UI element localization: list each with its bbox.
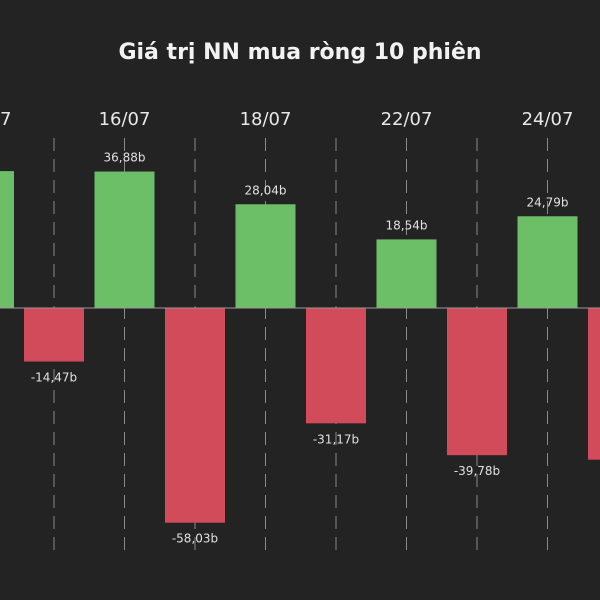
data-label: -39,78b [454, 464, 500, 478]
data-label: -31,17b [313, 432, 359, 446]
bar-negative [24, 308, 84, 362]
chart-title: Giá trị NN mua ròng 10 phiên [118, 40, 482, 65]
tick-label-partial-left: 7 [0, 109, 11, 130]
data-label: 28,04b [245, 183, 287, 197]
tick-label: 18/07 [240, 109, 292, 130]
bar-positive [94, 171, 155, 308]
tick-label: 24/07 [522, 109, 574, 130]
bar-negative [588, 308, 600, 460]
bar-negative [306, 308, 366, 424]
data-label: 24,79b [527, 195, 569, 209]
data-label: -14,47b [31, 371, 77, 385]
data-label: -58,03b [172, 532, 218, 546]
data-label: 18,54b [386, 218, 428, 232]
tick-label: 22/07 [381, 109, 433, 130]
bar-negative [447, 308, 507, 456]
bar-partial-left [0, 171, 14, 308]
data-label: 36,88b [104, 151, 146, 165]
bar-positive [376, 239, 437, 308]
bar-positive [235, 204, 296, 308]
bar-negative [165, 308, 225, 523]
bar-positive [517, 216, 578, 308]
tick-label: 16/07 [99, 109, 151, 130]
